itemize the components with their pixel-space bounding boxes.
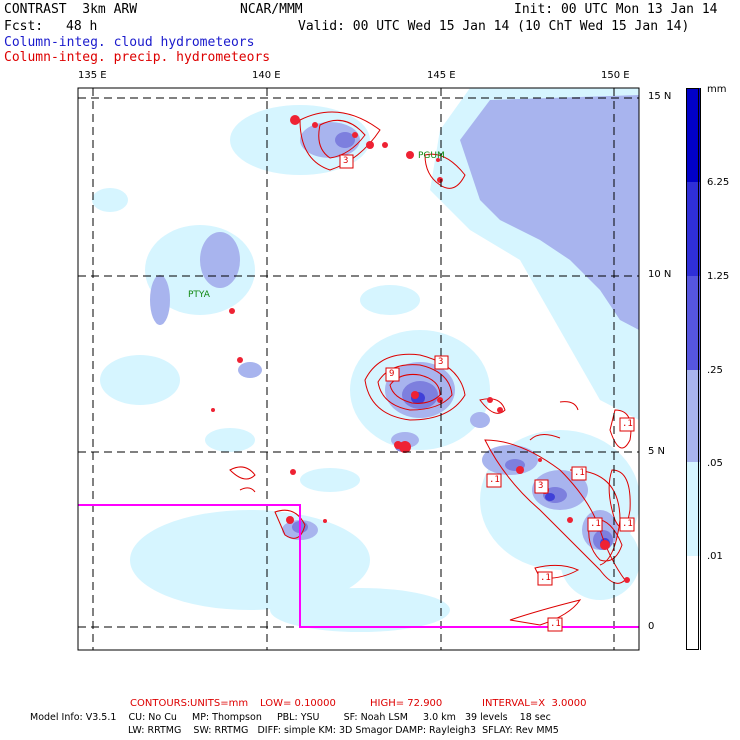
contours-units: UNITS=mm <box>190 698 249 709</box>
station-label-ptya: PTYA <box>188 290 210 300</box>
precip-cores <box>211 115 630 583</box>
lon-label-145: 145 E <box>427 70 456 81</box>
contour-label: .1 <box>489 475 500 485</box>
contours-interval: INTERVAL=X 3.0000 <box>482 698 587 709</box>
nested-domain-boundary <box>78 504 639 628</box>
contour-label: 9 <box>389 369 395 379</box>
colorbar-unit: mm <box>707 84 727 95</box>
legend-precip-hydrometeors: Column-integ. precip. hydrometeors <box>4 50 271 65</box>
forecast-hours: 48 h <box>66 19 98 34</box>
lat-label-5n: 5 N <box>648 446 666 457</box>
colorbar-label: .05 <box>707 458 723 469</box>
init-time: Init: 00 UTC Mon 13 Jan 14 <box>514 2 718 17</box>
contour-label: 3 <box>343 156 349 166</box>
colorbar-frame <box>686 88 699 650</box>
contour-label-boxes <box>339 154 635 632</box>
contour-label: .1 <box>590 519 601 529</box>
colorbar-label: 6.25 <box>707 177 730 188</box>
colorbar-label: 1.25 <box>707 271 730 282</box>
colorbar-label: .01 <box>707 551 723 562</box>
contour-label: 3 <box>538 481 544 491</box>
contours-label: CONTOURS: <box>130 698 191 709</box>
model-info-line-1: Model Info: V3.5.1 CU: No Cu MP: Thompso… <box>30 712 551 723</box>
contour-label: .1 <box>540 573 551 583</box>
cloud-fill-medium <box>150 95 639 550</box>
contour-label: 3 <box>438 357 444 367</box>
model-info-line-2: LW: RRTMG SW: RRTMG DIFF: simple KM: 3D … <box>128 725 559 736</box>
lon-label-150: 150 E <box>601 70 630 81</box>
lat-label-15n: 15 N <box>648 91 672 102</box>
contour-label: .1 <box>622 519 633 529</box>
model-title: CONTRAST 3km ARW <box>4 2 138 17</box>
lat-label-0: 0 <box>648 621 655 632</box>
contour-label: .1 <box>550 619 561 629</box>
valid-time: Valid: 00 UTC Wed 15 Jan 14 (10 ChT Wed … <box>298 19 690 34</box>
station-label-pgum: PGUM <box>418 151 445 161</box>
contour-label: .1 <box>574 468 585 478</box>
legend-cloud-hydrometeors: Column-integ. cloud hydrometeors <box>4 35 255 50</box>
lat-label-10n: 10 N <box>648 269 672 280</box>
forecast-label: Fcst: <box>4 19 44 34</box>
contours-low: LOW= 0.10000 <box>260 698 336 709</box>
map-frame <box>77 87 640 651</box>
contour-label: .1 <box>622 419 633 429</box>
lon-label-140: 140 E <box>252 70 281 81</box>
organization-label: NCAR/MMM <box>240 2 303 17</box>
contours-high: HIGH= 72.900 <box>370 698 443 709</box>
precip-contours <box>229 111 632 626</box>
lon-label-135: 135 E <box>78 70 107 81</box>
colorbar-label: .25 <box>707 365 723 376</box>
hydrometeor-field <box>78 88 639 650</box>
